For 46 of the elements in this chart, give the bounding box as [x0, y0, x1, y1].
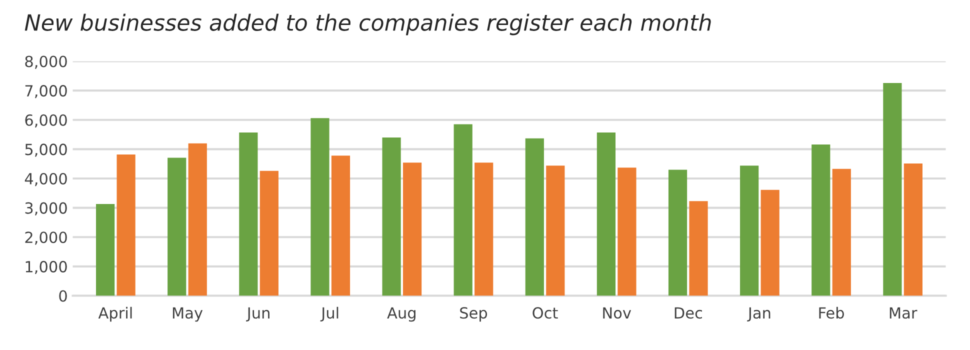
x-tick-label: Jun [246, 307, 270, 322]
bar [883, 82, 902, 296]
x-tick-label: Feb [819, 306, 844, 319]
bar [740, 166, 759, 296]
y-tick-label: 3,000 [25, 202, 67, 216]
bar [96, 204, 115, 296]
x-tick-label: Oct [532, 307, 558, 319]
x-tick-label: May [172, 307, 203, 322]
bar [331, 156, 350, 296]
bar [260, 170, 278, 296]
y-tick-label: 0 [59, 290, 67, 302]
y-tick-label: 2,000 [25, 232, 67, 245]
y-tick-label: 4,000 [24, 172, 67, 186]
x-tick-label: Nov [603, 307, 632, 319]
bar [904, 164, 922, 296]
bar [168, 158, 186, 296]
y-tick-label: 7,000 [25, 85, 67, 98]
x-tick-label: Aug [387, 307, 416, 322]
bar [188, 143, 207, 296]
x-tick-label: Jan [747, 307, 770, 322]
bar [618, 168, 636, 296]
bar [596, 132, 616, 296]
bar [689, 201, 708, 296]
y-tick-label: 5,000 [25, 144, 67, 157]
bar [382, 137, 401, 296]
x-tick-label: Mar [890, 307, 918, 319]
bar [116, 154, 136, 296]
bar [310, 118, 330, 296]
bar [832, 168, 851, 296]
bar [402, 162, 422, 296]
y-tick-label: 8,000 [25, 56, 67, 69]
bar [239, 132, 258, 296]
x-tick-label: Sep [460, 307, 488, 322]
bar [454, 124, 472, 296]
x-tick-label: Dec [674, 307, 702, 319]
x-tick-label: April [98, 306, 132, 322]
y-tick-label: 1,000 [26, 260, 67, 274]
chart-title: New businesses added to the companies register each month [24, 14, 711, 36]
bar [546, 166, 565, 296]
bar [474, 162, 494, 296]
bar [668, 170, 688, 296]
x-tick-label: Jul [320, 306, 338, 322]
bar [812, 144, 830, 296]
bar [760, 190, 780, 296]
bar [525, 138, 544, 296]
y-tick-label: 6,000 [25, 114, 67, 128]
